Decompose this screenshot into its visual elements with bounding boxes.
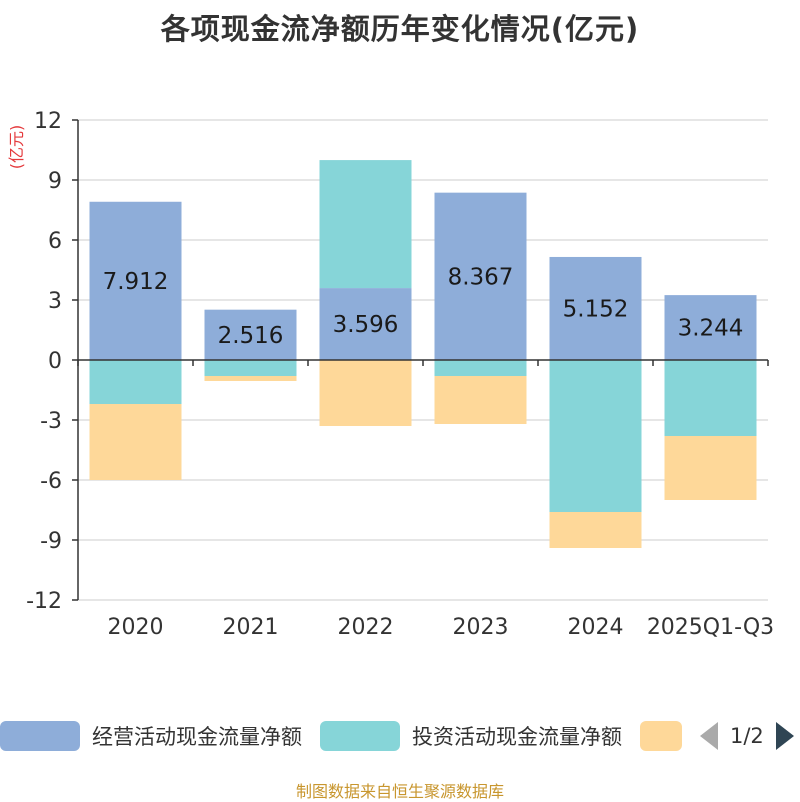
legend-label-operating: 经营活动现金流量净额 bbox=[92, 725, 302, 749]
y-tick-label: 12 bbox=[34, 109, 62, 134]
bar-经营活动现金流量净额-2025Q1-Q3[interactable] bbox=[664, 295, 757, 360]
bar-经营活动现金流量净额-2020[interactable] bbox=[89, 201, 182, 360]
legend-item-investing[interactable]: 投资活动现金流量净额 bbox=[320, 716, 622, 756]
legend: 经营活动现金流量净额 投资活动现金流量净额 bbox=[0, 716, 800, 756]
data-label-2025Q1-Q3: 3.244 bbox=[678, 316, 744, 342]
pager-prev-icon[interactable] bbox=[700, 722, 718, 750]
x-tick-label: 2025Q1-Q3 bbox=[647, 615, 774, 640]
bar-投资活动现金流量净额-2020[interactable] bbox=[89, 360, 182, 404]
bar-投资活动现金流量净额-2022[interactable] bbox=[319, 160, 412, 289]
bar-经营活动现金流量净额-2023[interactable] bbox=[434, 192, 527, 360]
bar-投资活动现金流量净额-2025Q1-Q3[interactable] bbox=[664, 360, 757, 436]
bar-投资活动现金流量净额-2023[interactable] bbox=[434, 360, 527, 376]
data-label-2024: 5.152 bbox=[563, 296, 629, 322]
data-label-2023: 8.367 bbox=[448, 264, 514, 290]
bar-投资活动现金流量净额-2021[interactable] bbox=[204, 360, 297, 376]
pager-page-indicator: 1/2 bbox=[730, 724, 764, 748]
bar-筹资活动现金流量净额-2023[interactable] bbox=[434, 376, 527, 424]
y-tick-label: 6 bbox=[48, 229, 62, 254]
legend-swatch-operating bbox=[0, 721, 80, 751]
bar-经营活动现金流量净额-2021[interactable] bbox=[204, 309, 297, 360]
bar-筹资活动现金流量净额-2024[interactable] bbox=[549, 512, 642, 548]
y-axis-unit-label: (亿元) bbox=[7, 125, 26, 170]
legend-swatch-financing bbox=[640, 721, 682, 751]
y-tick-label: 0 bbox=[48, 349, 62, 374]
legend-pager: 1/2 bbox=[700, 716, 794, 756]
bar-筹资活动现金流量净额-2022[interactable] bbox=[319, 360, 412, 426]
x-tick-label: 2020 bbox=[108, 615, 164, 640]
bar-经营活动现金流量净额-2022[interactable] bbox=[319, 288, 412, 360]
bar-筹资活动现金流量净额-2025Q1-Q3[interactable] bbox=[664, 436, 757, 500]
y-tick-label: -3 bbox=[40, 409, 62, 434]
bar-投资活动现金流量净额-2024[interactable] bbox=[549, 360, 642, 512]
data-label-2021: 2.516 bbox=[218, 323, 284, 349]
y-tick-label: 9 bbox=[48, 169, 62, 194]
bar-筹资活动现金流量净额-2020[interactable] bbox=[89, 404, 182, 480]
y-tick-label: -9 bbox=[40, 529, 62, 554]
legend-swatch-investing bbox=[320, 721, 400, 751]
x-tick-label: 2023 bbox=[453, 615, 509, 640]
y-tick-label: -6 bbox=[40, 469, 62, 494]
bar-经营活动现金流量净额-2024[interactable] bbox=[549, 256, 642, 360]
x-tick-label: 2024 bbox=[568, 615, 624, 640]
data-source-note: 制图数据来自恒生聚源数据库 bbox=[295, 782, 504, 801]
x-tick-label: 2021 bbox=[223, 615, 279, 640]
bar-筹资活动现金流量净额-2021[interactable] bbox=[204, 376, 297, 381]
legend-item-operating[interactable]: 经营活动现金流量净额 bbox=[0, 716, 302, 756]
y-tick-label: -12 bbox=[26, 589, 62, 614]
chart-title: 各项现金流净额历年变化情况(亿元) bbox=[160, 12, 640, 46]
data-label-2020: 7.912 bbox=[103, 269, 169, 295]
data-label-2022: 3.596 bbox=[333, 312, 399, 338]
x-tick-label: 2022 bbox=[338, 615, 394, 640]
pager-next-icon[interactable] bbox=[775, 722, 794, 750]
chart-canvas: 12 9 6 3 0 -3 -6 -9 -12 2020 2021 2022 2023 2024 2025Q… bbox=[7, 109, 774, 640]
y-tick-label: 3 bbox=[48, 289, 62, 314]
legend-item-financing[interactable] bbox=[640, 716, 694, 756]
legend-label-investing: 投资活动现金流量净额 bbox=[412, 725, 622, 749]
